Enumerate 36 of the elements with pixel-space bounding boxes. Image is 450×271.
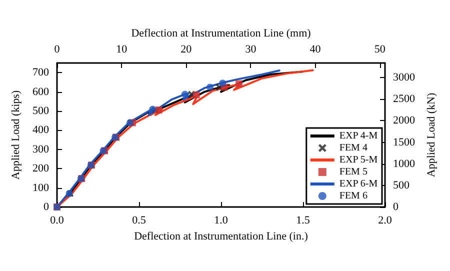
y2-tick-label: 1500 — [393, 136, 416, 148]
y-tick-label: 400 — [32, 124, 50, 136]
x-tick-label: 0.0 — [50, 214, 64, 226]
x-tick-label: 0.5 — [132, 214, 146, 226]
y-tick-label: 500 — [32, 105, 50, 117]
x-tick-label: 2.0 — [378, 214, 392, 226]
y2-tick-label: 3000 — [393, 72, 416, 84]
y-tick-label: 100 — [32, 182, 50, 194]
y2-tick-label: 1000 — [393, 158, 416, 170]
legend-label: EXP 5-M — [339, 154, 378, 166]
y-tick-label: 0 — [44, 201, 50, 213]
legend-label: FEM 4 — [339, 142, 368, 154]
y-tick-label: 600 — [32, 86, 50, 98]
y2-axis-title: Applied Load (kN) — [425, 92, 438, 178]
legend-label: EXP 6-M — [339, 178, 378, 190]
legend-label: EXP 4-M — [339, 130, 378, 142]
x-tick-label: 1.5 — [296, 214, 310, 226]
legend-label: FEM 5 — [339, 166, 368, 178]
y-tick-label: 200 — [32, 162, 50, 175]
y-tick-label: 700 — [32, 66, 50, 79]
legend-label: FEM 6 — [339, 190, 368, 202]
y2-tick-label: 500 — [393, 179, 410, 192]
x2-tick-label: 20 — [180, 44, 192, 56]
x2-tick-label: 40 — [310, 44, 322, 56]
y2-tick-label: 0 — [393, 201, 399, 213]
y-axis-title: Applied Load (kips) — [10, 90, 22, 180]
y2-tick-label: 2000 — [393, 114, 416, 127]
x-tick-label: 1.0 — [214, 214, 228, 226]
x-axis-title: Deflection at Instrumentation Line (in.) — [134, 230, 308, 242]
y-tick-label: 300 — [32, 143, 50, 156]
x2-tick-label: 0 — [54, 44, 60, 56]
x2-tick-label: 30 — [245, 44, 257, 56]
x2-tick-label: 10 — [116, 44, 128, 56]
x2-axis-title: Deflection at Instrumentation Line (mm) — [131, 28, 312, 40]
x2-tick-label: 50 — [374, 44, 386, 56]
y2-tick-label: 2500 — [393, 93, 416, 106]
